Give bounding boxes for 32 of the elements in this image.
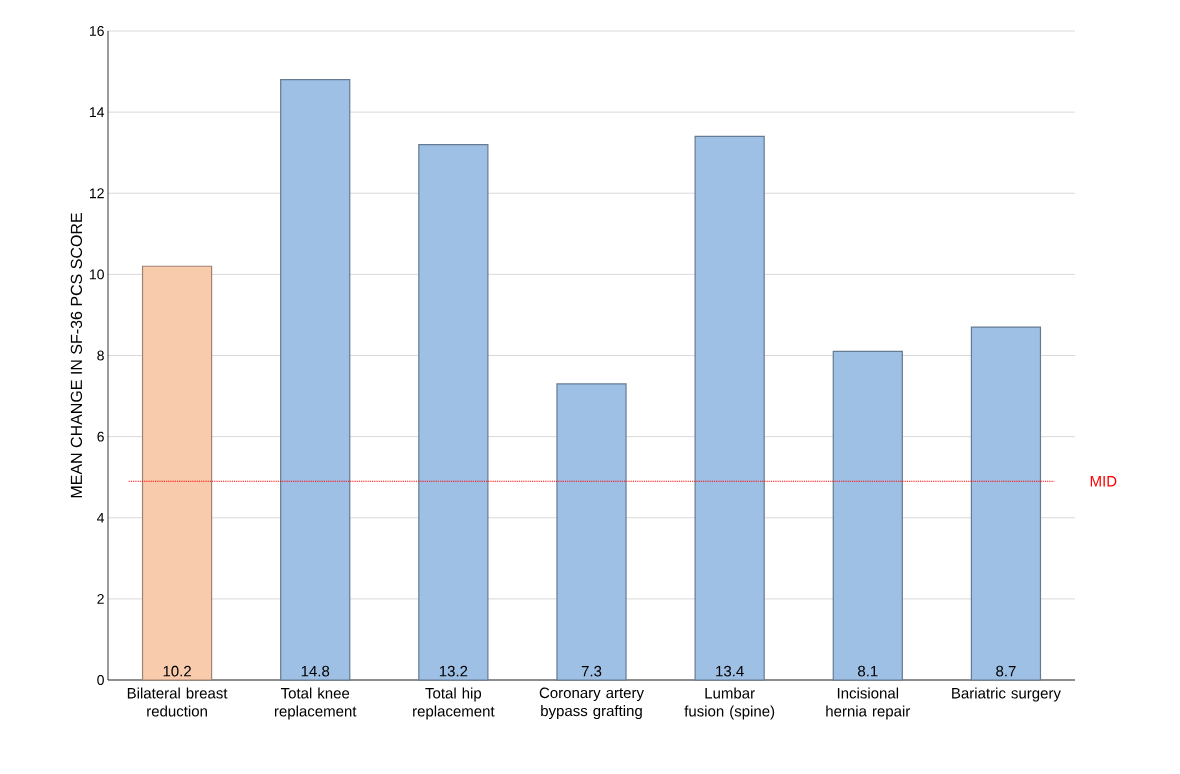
- y-tick-label: 0: [97, 675, 104, 685]
- y-tick-label: 2: [97, 593, 104, 604]
- y-tick-label: 6: [97, 431, 104, 442]
- x-tick-label: Coronary artery bypass grafting: [539, 687, 644, 720]
- y-axis-title: MEAN CHANGE IN SF-36 PCS SCORE: [70, 213, 83, 498]
- data-label: 13.2: [439, 665, 468, 677]
- data-label: 7.3: [581, 665, 602, 677]
- bar: [141, 265, 213, 681]
- x-tick-label: Lumbar fusion (spine): [684, 687, 775, 720]
- x-tick-label: Bariatric surgery: [952, 687, 1061, 702]
- x-tick-label: Bilateral breast reduction: [127, 687, 228, 717]
- ref-line-label: MID: [1090, 476, 1117, 487]
- data-label: 8.1: [858, 665, 878, 677]
- x-tick-label: Total knee replacement: [274, 687, 357, 720]
- x-tick-label: Total hip replacement: [413, 687, 495, 720]
- y-tick-label: 8: [97, 350, 104, 361]
- y-tick-label: 12: [89, 188, 104, 199]
- y-tick-label: 10: [89, 269, 104, 280]
- y-tick-label: 4: [97, 512, 105, 523]
- bar: [280, 79, 351, 681]
- y-tick-label: 14: [89, 107, 105, 117]
- data-label: 8.7: [996, 665, 1016, 677]
- bar: [970, 326, 1042, 681]
- bar: [694, 135, 765, 681]
- bar: [556, 383, 627, 681]
- y-tick-label: 16: [89, 26, 104, 36]
- x-tick-label: Incisional hernia repair: [826, 687, 911, 720]
- bar: [418, 143, 489, 681]
- data-label: 14.8: [301, 665, 330, 677]
- data-label: 13.4: [716, 665, 744, 677]
- bar: [832, 350, 903, 681]
- data-label: 10.2: [163, 665, 191, 677]
